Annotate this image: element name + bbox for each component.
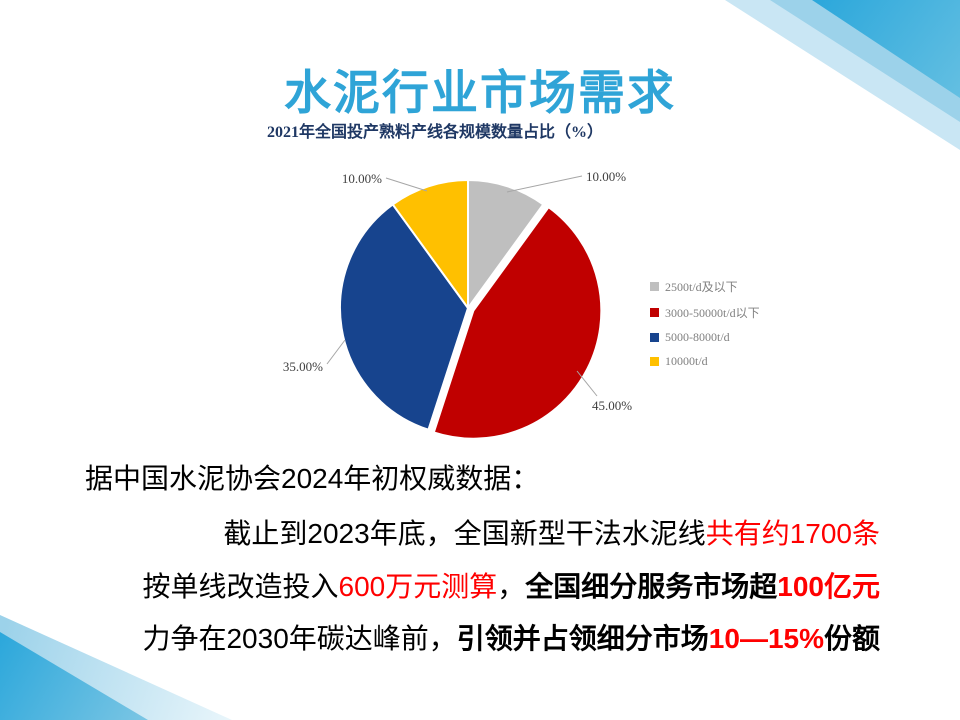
text-run: 共有约1700条 xyxy=(705,518,880,549)
bottom-left-triangle-dark xyxy=(0,632,148,720)
pie-slice-label: 10.00% xyxy=(342,171,382,186)
text-run: 600万元测算 xyxy=(338,571,498,602)
text-run: 按单线改造投入 xyxy=(142,571,339,602)
legend-swatch-icon xyxy=(650,357,659,366)
legend-label: 2500t/d及以下 xyxy=(665,280,738,294)
text-run: 10—15% xyxy=(708,623,824,654)
pie-label-leader-line xyxy=(326,339,346,365)
body-line-market-size: 按单线改造投入600万元测算，全国细分服务市场超100亿元 xyxy=(143,570,880,604)
pie-slice-label: 35.00% xyxy=(283,359,323,374)
pie-slice-label: 45.00% xyxy=(592,398,632,413)
pie-label-leader-line xyxy=(576,370,598,397)
chart-title: 2021年全国投产熟料产线各规模数量占比（%） xyxy=(266,124,603,141)
body-line-goal: 力争在2030年碳达峰前，引领并占领细分市场10—15%份额 xyxy=(142,622,880,656)
legend-swatch-icon xyxy=(650,308,659,317)
legend-swatch-icon xyxy=(650,282,659,291)
page-title: 水泥行业市场需求 xyxy=(284,66,676,119)
legend-swatch-icon xyxy=(650,333,659,342)
legend-label: 10000t/d xyxy=(665,354,708,368)
legend-item-1: 3000-50000t/d以下 xyxy=(650,304,760,321)
pie-slice-label: 10.00% xyxy=(586,169,626,184)
pie-label-leader-line xyxy=(506,175,583,193)
text-run: 全国细分服务市场超 xyxy=(525,571,778,602)
body-line-source: 据中国水泥协会2024年初权威数据： xyxy=(85,462,539,496)
body-line-capacity: 截止到2023年底，全国新型干法水泥线共有约1700条 xyxy=(223,517,880,551)
pie-slice-3 xyxy=(391,179,469,309)
pie-slice-2 xyxy=(339,203,469,431)
text-run: 100亿元 xyxy=(777,571,880,602)
legend-item-2: 5000-8000t/d xyxy=(650,330,760,345)
text-run: 力争在2030年碳达峰前， xyxy=(142,623,457,654)
legend-label: 3000-50000t/d以下 xyxy=(665,306,760,320)
text-run: ， xyxy=(497,571,526,602)
pie-slice-0 xyxy=(467,179,545,309)
legend-item-0: 2500t/d及以下 xyxy=(650,278,760,295)
chart-legend: 2500t/d及以下 3000-50000t/d以下 5000-8000t/d 100… xyxy=(650,278,760,369)
text-run: 份额 xyxy=(823,623,880,654)
legend-label: 5000-8000t/d xyxy=(665,330,730,344)
pie-label-leader-line xyxy=(385,177,428,192)
legend-item-3: 10000t/d xyxy=(650,354,760,369)
pie-slice-1 xyxy=(432,206,603,440)
text-run: 截止到2023年底，全国新型干法水泥线 xyxy=(223,518,706,549)
text-run: 据中国水泥协会2024年初权威数据： xyxy=(85,463,540,494)
text-run: 引领并占领细分市场 xyxy=(456,623,709,654)
